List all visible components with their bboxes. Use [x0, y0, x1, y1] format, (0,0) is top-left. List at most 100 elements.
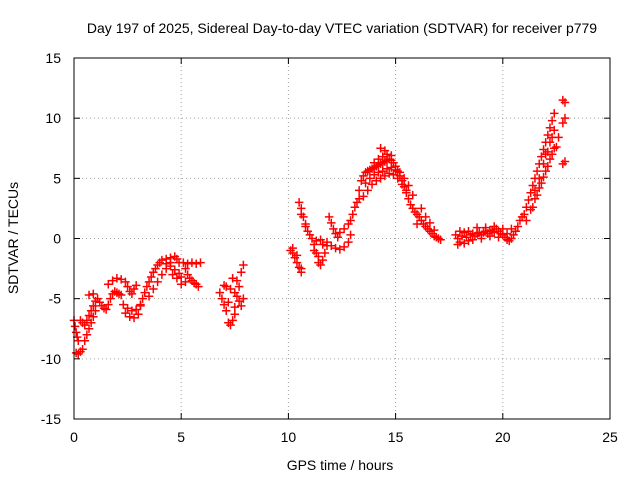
data-point	[236, 301, 246, 311]
y-tick-label: 15	[45, 50, 61, 66]
data-point	[359, 192, 368, 201]
data-point	[322, 237, 332, 247]
data-point	[429, 225, 439, 235]
data-point	[485, 231, 495, 241]
data-point	[176, 272, 186, 282]
data-point	[528, 202, 538, 212]
data-point	[412, 219, 422, 229]
data-point	[179, 258, 188, 267]
data-point	[339, 224, 349, 234]
data-point	[532, 166, 542, 176]
data-point	[530, 186, 540, 195]
data-point	[172, 273, 182, 283]
data-point	[464, 236, 473, 246]
data-point	[361, 178, 370, 188]
data-point	[387, 163, 396, 172]
data-point	[123, 282, 132, 291]
data-point	[335, 228, 345, 237]
data-point	[121, 277, 130, 287]
data-point	[219, 300, 229, 309]
data-point	[532, 190, 542, 200]
data-point	[318, 240, 327, 249]
data-point	[226, 284, 235, 294]
data-point	[161, 259, 171, 269]
data-point	[157, 270, 167, 279]
data-point	[228, 273, 237, 283]
data-point	[378, 166, 387, 176]
data-point	[176, 279, 186, 289]
data-point	[545, 123, 555, 133]
data-point	[528, 181, 538, 190]
data-point	[196, 258, 205, 267]
data-point	[459, 239, 469, 248]
data-point	[301, 222, 310, 231]
data-point	[166, 253, 175, 263]
data-point	[391, 165, 400, 175]
data-point	[144, 292, 154, 301]
data-point	[157, 255, 167, 265]
data-point	[522, 216, 531, 225]
data-point	[104, 279, 113, 289]
data-point	[380, 171, 390, 181]
data-point	[309, 246, 319, 255]
data-point	[228, 316, 237, 325]
data-point	[86, 306, 96, 315]
data-point	[395, 168, 405, 177]
data-point	[215, 288, 225, 297]
data-point	[224, 298, 233, 307]
data-point	[335, 245, 345, 254]
data-point	[226, 320, 235, 330]
data-point	[292, 251, 302, 260]
data-point	[80, 336, 89, 346]
data-point	[374, 154, 383, 164]
data-point	[374, 168, 383, 177]
data-point	[464, 227, 473, 236]
data-point	[116, 290, 126, 300]
data-point	[168, 270, 177, 279]
data-point	[384, 169, 394, 178]
y-axis-label: SDTVAR / TECUs	[5, 182, 21, 294]
data-point	[453, 240, 463, 249]
data-point	[297, 264, 306, 273]
data-point	[108, 276, 117, 285]
data-point	[138, 294, 147, 303]
data-point	[539, 172, 548, 182]
data-point	[127, 306, 137, 315]
data-point	[524, 195, 533, 205]
tick-layer: 0 5 10 15 20 25 15 10 5 0 -5 -10 -15	[41, 50, 618, 445]
data-point	[119, 300, 128, 309]
data-point	[106, 294, 115, 303]
data-point	[547, 133, 557, 142]
data-point	[346, 230, 355, 240]
data-point	[348, 210, 357, 219]
data-point	[239, 260, 248, 270]
data-point	[234, 282, 244, 291]
data-point	[425, 218, 435, 228]
x-tick-label: 15	[388, 429, 404, 445]
data-point	[477, 234, 486, 243]
data-point	[170, 265, 180, 275]
data-point	[84, 311, 94, 320]
data-point	[307, 234, 317, 243]
data-point	[560, 113, 570, 123]
data-point	[399, 174, 409, 183]
data-point	[481, 223, 490, 232]
data-point	[397, 180, 407, 189]
data-point	[376, 174, 385, 183]
y-tick-label: 5	[53, 170, 61, 186]
x-tick-label: 0	[70, 429, 78, 445]
data-point	[230, 310, 240, 319]
data-point	[84, 324, 94, 333]
data-point	[369, 158, 379, 167]
data-point	[502, 229, 512, 238]
data-point	[327, 218, 336, 228]
data-point	[82, 316, 92, 325]
data-point	[236, 267, 246, 277]
data-point	[104, 300, 113, 309]
data-point	[187, 258, 197, 267]
data-point	[550, 144, 559, 153]
data-point	[459, 228, 469, 237]
y-tick-label: -5	[49, 291, 62, 307]
data-point	[146, 272, 156, 282]
data-point	[129, 313, 139, 323]
